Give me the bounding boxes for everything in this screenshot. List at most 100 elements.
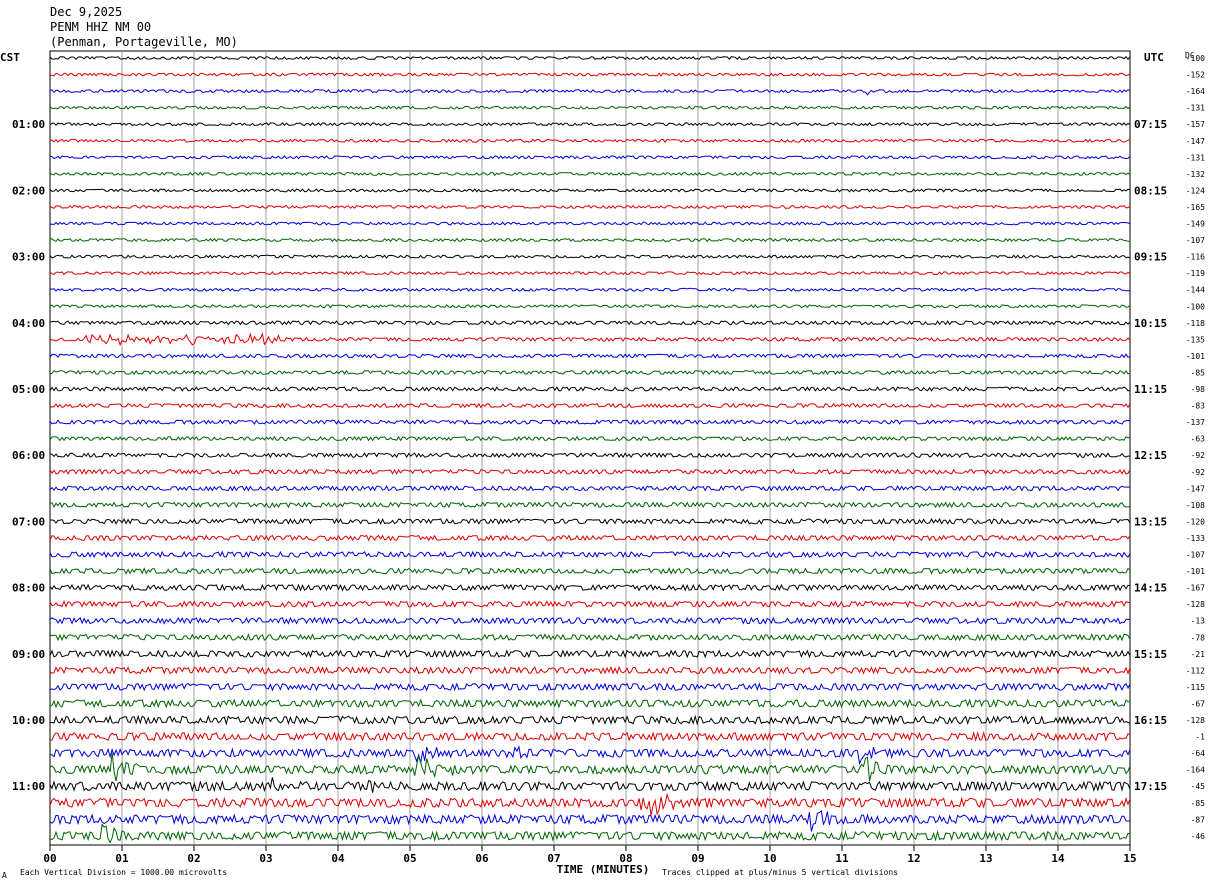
dc-offset-value: -133 [1186, 534, 1205, 543]
dc-offset-value: -107 [1186, 236, 1205, 245]
seismic-traces [49, 55, 1131, 844]
x-tick-label: 03 [259, 852, 272, 865]
trace-line [49, 452, 1131, 459]
dc-offset-value: -152 [1186, 71, 1205, 80]
cst-hour-label: 07:00 [12, 515, 45, 528]
x-tick-label: 10 [763, 852, 776, 865]
cst-hour-labels: 01:00 02:00 03:00 04:00 05:00 06:00 07:00 08:00… [12, 118, 45, 793]
trace-line [49, 221, 1131, 226]
x-tick-label: 14 [1051, 852, 1065, 865]
trace-line [49, 270, 1131, 276]
dc-offset-value: -128 [1186, 716, 1205, 725]
utc-hour-label: 17:15 [1134, 780, 1167, 793]
left-zone-label: CST [0, 51, 20, 64]
trace-line [49, 353, 1131, 359]
cst-hour-label: 01:00 [12, 118, 45, 131]
dc-offset-value: -13 [1191, 617, 1206, 626]
x-tick-label: 13 [979, 852, 992, 865]
dc-offset-value: -45 [1191, 782, 1206, 791]
dc-offset-value: -107 [1186, 551, 1205, 560]
dc-offset-value: -149 [1186, 220, 1205, 229]
dc-offset-value: -128 [1186, 600, 1205, 609]
trace-line [49, 188, 1131, 193]
dc-offset-value: -64 [1191, 749, 1206, 758]
dc-offset-value: -85 [1191, 799, 1206, 808]
dc-offset-value: -83 [1191, 402, 1206, 411]
trace-line [49, 501, 1131, 509]
dc-offset-value: -46 [1191, 832, 1206, 841]
trace-line [49, 237, 1131, 243]
trace-line [49, 714, 1131, 726]
utc-hour-label: 13:15 [1134, 515, 1167, 528]
trace-line [49, 171, 1131, 176]
trace-line [49, 682, 1131, 692]
cst-hour-label: 05:00 [12, 383, 45, 396]
x-tick-label: 07 [547, 852, 560, 865]
dc-offset-value: -92 [1191, 468, 1206, 477]
x-tick-label: 02 [187, 852, 200, 865]
utc-hour-label: 12:15 [1134, 449, 1167, 462]
dc-offset-value: -112 [1186, 666, 1205, 675]
trace-line [49, 484, 1131, 492]
x-axis: 00 01 02 03 04 05 06 07 08 09 10 11 12 13 14 15 [43, 845, 1137, 865]
trace-line [49, 567, 1131, 575]
dc-offset-value: -78 [1191, 633, 1206, 642]
corner-mark: A [2, 871, 7, 880]
footer-clip-note: Traces clipped at plus/minus 5 vertical … [662, 868, 898, 877]
dc-offset-value: -164 [1186, 766, 1205, 775]
x-tick-label: 01 [115, 852, 129, 865]
dc-offset-value: -147 [1186, 137, 1205, 146]
utc-hour-label: 14:15 [1134, 582, 1167, 595]
dc-offset-value: -137 [1186, 418, 1205, 427]
trace-line [49, 304, 1131, 309]
x-tick-label: 08 [619, 852, 632, 865]
cst-hour-label: 11:00 [12, 780, 45, 793]
utc-hour-label: 15:15 [1134, 648, 1167, 661]
x-tick-label: 09 [691, 852, 704, 865]
trace-line [49, 254, 1131, 259]
trace-line [49, 600, 1131, 609]
header-date: Dec 9,2025 [50, 5, 122, 19]
dc-offset-value: -131 [1186, 104, 1205, 113]
dc-offset-value: -101 [1186, 352, 1205, 361]
x-tick-label: 06 [475, 852, 489, 865]
plot-grid [49, 50, 1131, 846]
dc-offset-value: -101 [1186, 567, 1205, 576]
trace-line [49, 468, 1131, 475]
header-location: (Penman, Portageville, MO) [50, 35, 238, 49]
cst-hour-label: 10:00 [12, 714, 45, 727]
trace-line [49, 155, 1131, 160]
dc-offset-value: -144 [1186, 286, 1205, 295]
dc-offset-value: -116 [1186, 253, 1205, 262]
plot-frame [49, 50, 1131, 846]
cst-hour-label: 03:00 [12, 251, 45, 264]
dc-offset-value: -147 [1186, 484, 1205, 493]
utc-hour-label: 10:15 [1134, 317, 1167, 330]
dc-offset-value: -100 [1186, 302, 1205, 311]
trace-line [49, 534, 1131, 542]
dc-offset-value: -98 [1191, 385, 1206, 394]
dc-offset-value: -131 [1186, 153, 1205, 162]
trace-line [49, 823, 1131, 844]
dc-offset-value: -108 [1186, 501, 1205, 510]
trace-line [49, 89, 1131, 96]
utc-hour-label: 16:15 [1134, 714, 1167, 727]
dc-offset-labels: -100 -152 -164 -131 -157 -147 -131 -132 -124 -165… [1186, 54, 1205, 841]
trace-line [49, 752, 1131, 782]
dc-offset-value: -87 [1191, 815, 1206, 824]
utc-hour-label: 09:15 [1134, 251, 1167, 264]
dc-offset-value: -85 [1191, 368, 1206, 377]
footer-division-note: Each Vertical Division = 1000.00 microvo… [20, 868, 227, 877]
dc-offset-value: -115 [1186, 683, 1205, 692]
header-station: PENM HHZ NM 00 [50, 20, 151, 34]
trace-line [49, 777, 1131, 793]
x-tick-label: 11 [835, 852, 849, 865]
trace-line [49, 649, 1131, 659]
x-tick-label: 04 [331, 852, 345, 865]
utc-hour-labels: 07:15 08:15 09:15 10:15 11:15 12:15 13:15 14:15… [1134, 118, 1167, 793]
trace-line [49, 419, 1131, 426]
cst-hour-label: 09:00 [12, 648, 45, 661]
trace-line [49, 55, 1131, 61]
trace-line [49, 698, 1131, 709]
